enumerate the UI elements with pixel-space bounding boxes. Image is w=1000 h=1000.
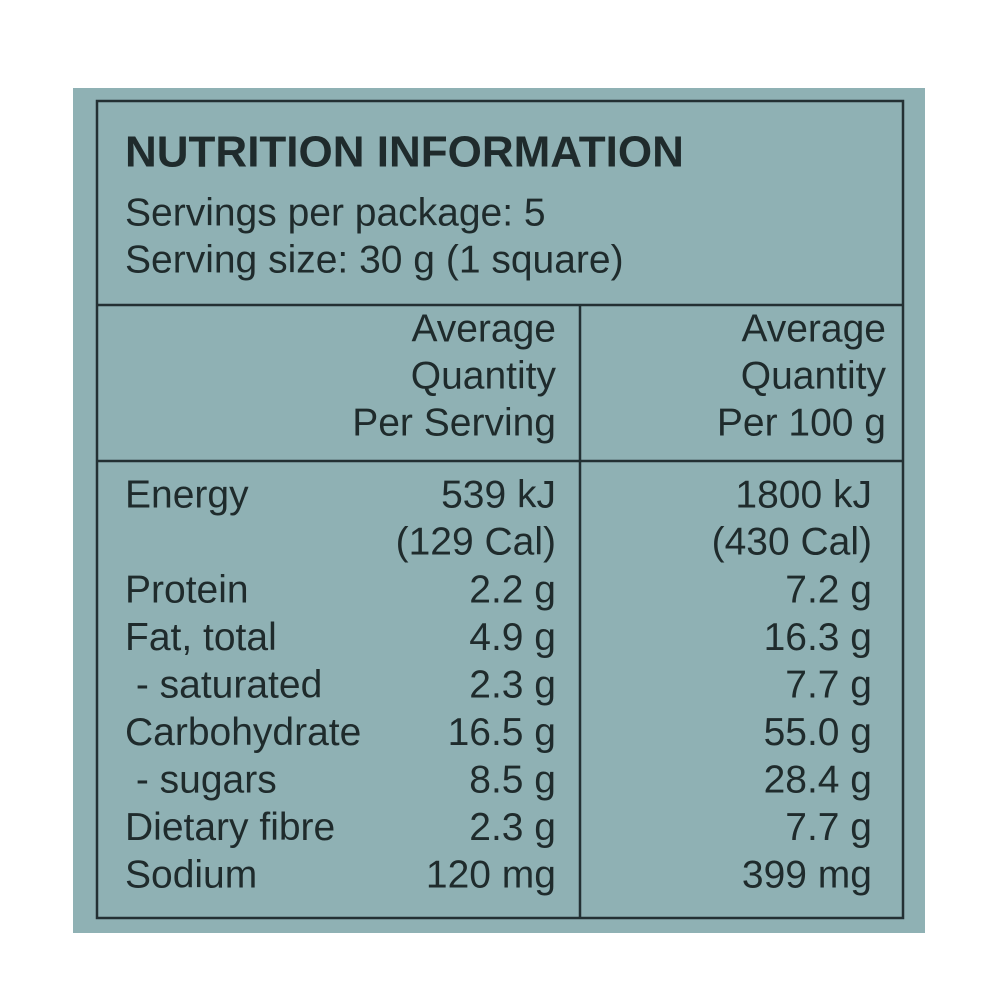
nutrient-label: Carbohydrate [125,711,361,754]
title: NUTRITION INFORMATION [125,128,684,177]
column-header: Average [741,307,886,350]
nutrient-value: 55.0 g [764,711,872,754]
column-header: Average [411,307,556,350]
nutrient-value: 7.7 g [785,663,872,706]
nutrient-value: 16.5 g [448,711,556,754]
nutrient-value: 120 mg [426,853,556,896]
nutrient-label: Dietary fibre [125,806,335,849]
nutrient-label: Sodium [125,853,257,896]
column-header: Quantity [411,354,557,397]
nutrient-value: 1800 kJ [735,473,872,516]
column-header: Quantity [741,354,887,397]
nutrient-value: 539 kJ [441,473,556,516]
nutrient-value: 2.3 g [469,806,556,849]
nutrient-value: 4.9 g [469,616,556,659]
nutrient-value: 7.2 g [785,568,872,611]
nutrient-value: (430 Cal) [712,520,872,563]
panel [73,88,925,933]
nutrient-value: 2.3 g [469,663,556,706]
column-header: Per Serving [352,401,556,444]
nutrient-value: 8.5 g [469,758,556,801]
servings: Servings per package: 5 [125,191,546,234]
column-header: Per 100 g [717,401,886,444]
nutrient-label: Energy [125,473,249,516]
nutrient-label: - saturated [125,663,322,706]
nutrient-value: 399 mg [742,853,872,896]
nutrient-value: (129 Cal) [396,520,556,563]
nutrient-value: 28.4 g [764,758,872,801]
serving-size: Serving size: 30 g (1 square) [125,238,624,281]
nutrient-value: 2.2 g [469,568,556,611]
nutrient-label: Fat, total [125,616,277,659]
nutrient-label: Protein [125,568,249,611]
outer-border [95,99,905,920]
nutrient-value: 7.7 g [785,806,872,849]
nutrient-value: 16.3 g [764,616,872,659]
nutrient-label: - sugars [125,758,277,801]
